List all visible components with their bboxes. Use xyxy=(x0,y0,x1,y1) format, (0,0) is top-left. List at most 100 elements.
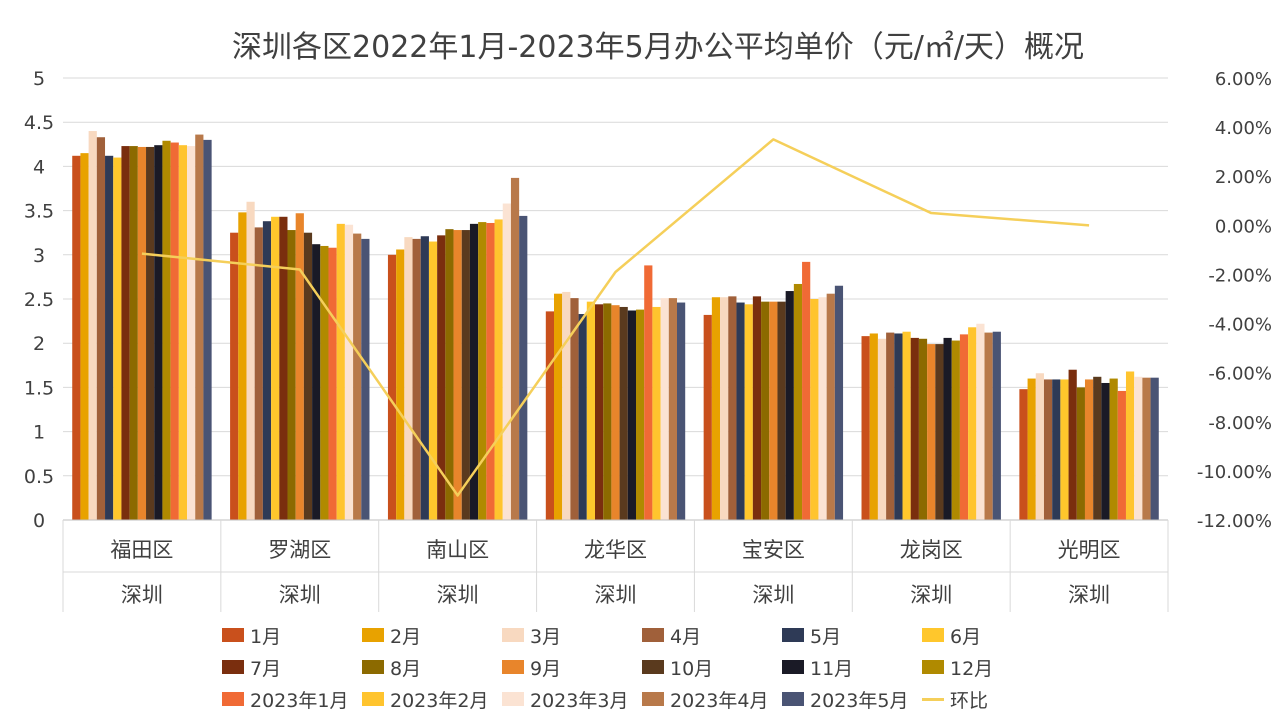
bar-12月-龙岗区 xyxy=(951,340,960,520)
bar-2023年1月-罗湖区 xyxy=(328,247,337,520)
bar-2023年3月-光明区 xyxy=(1134,376,1143,520)
bar-11月-龙岗区 xyxy=(943,337,952,520)
legend-swatch xyxy=(222,660,244,674)
bar-10月-龙岗区 xyxy=(935,344,944,520)
left-tick-label: 2 xyxy=(33,333,45,355)
bar-3月-罗湖区 xyxy=(246,201,255,520)
legend-swatch xyxy=(362,660,384,674)
x-group-label: 深圳 xyxy=(1068,583,1110,607)
bar-2023年5月-罗湖区 xyxy=(361,238,370,520)
legend-swatch xyxy=(362,692,384,706)
left-axis-labels: 0 0.5 1 1.5 2 2.5 3 3.5 4 4.5 5 xyxy=(24,68,54,532)
bar-9月-龙岗区 xyxy=(927,344,936,520)
bar-1月-罗湖区 xyxy=(230,232,239,520)
left-tick-label: 4 xyxy=(33,156,45,178)
bar-9月-宝安区 xyxy=(769,301,778,520)
bar-2023年3月-罗湖区 xyxy=(344,224,354,520)
bar-2023年3月-龙岗区 xyxy=(976,323,985,520)
left-tick-label: 0 xyxy=(33,510,45,532)
legend-swatch xyxy=(922,660,944,674)
legend-label: 4月 xyxy=(670,625,702,648)
bar-7月-福田区 xyxy=(121,146,130,520)
bar-series-group xyxy=(72,131,1159,521)
bar-2023年2月-宝安区 xyxy=(810,299,819,520)
bar-2023年4月-福田区 xyxy=(195,134,204,521)
legend-label: 2023年4月 xyxy=(670,689,769,712)
bar-7月-龙华区 xyxy=(595,304,604,520)
bar-6月-龙岗区 xyxy=(902,331,911,520)
bar-4月-光明区 xyxy=(1043,379,1053,520)
legend-item: 12月 xyxy=(922,652,993,682)
bar-2月-南山区 xyxy=(396,249,405,520)
bar-11月-宝安区 xyxy=(785,291,794,520)
bar-2023年1月-福田区 xyxy=(170,142,179,521)
bar-2月-宝安区 xyxy=(711,297,721,520)
bar-5月-龙华区 xyxy=(578,314,587,520)
bar-7月-龙岗区 xyxy=(910,337,919,520)
x-category-label: 宝安区 xyxy=(742,538,805,562)
legend-item: 2023年1月 xyxy=(222,684,348,714)
bar-5月-龙岗区 xyxy=(894,333,903,520)
bar-3月-龙华区 xyxy=(562,291,571,520)
x-category-label: 龙华区 xyxy=(584,538,647,562)
bar-3月-光明区 xyxy=(1035,373,1044,520)
legend-swatch xyxy=(782,660,804,674)
legend-item: 9月 xyxy=(502,652,561,682)
bar-3月-南山区 xyxy=(404,237,413,520)
bar-2023年2月-龙岗区 xyxy=(968,327,977,520)
bar-7月-宝安区 xyxy=(752,296,762,520)
bar-8月-南山区 xyxy=(445,229,454,520)
bar-12月-罗湖区 xyxy=(320,245,329,520)
bar-8月-福田区 xyxy=(129,146,138,520)
bar-5月-罗湖区 xyxy=(262,221,272,520)
bar-11月-龙华区 xyxy=(627,310,636,520)
bar-4月-福田区 xyxy=(96,137,106,520)
bar-2023年4月-宝安区 xyxy=(826,293,835,520)
bar-6月-福田区 xyxy=(113,157,122,520)
right-axis-labels: -12.00% -10.00% -8.00% -6.00% -4.00% -2.00% 0.… xyxy=(1197,69,1272,532)
legend-item: 3月 xyxy=(502,620,561,650)
bar-8月-宝安区 xyxy=(761,301,770,520)
bar-5月-光明区 xyxy=(1052,379,1061,520)
legend-item: 8月 xyxy=(362,652,421,682)
bar-6月-龙华区 xyxy=(586,301,595,520)
bar-11月-罗湖区 xyxy=(312,244,321,520)
bar-2023年5月-龙华区 xyxy=(677,302,686,520)
bar-4月-罗湖区 xyxy=(254,227,263,520)
legend-swatch xyxy=(362,628,384,642)
bar-2023年1月-南山区 xyxy=(486,222,495,520)
legend-swatch xyxy=(222,692,244,706)
bar-2023年3月-南山区 xyxy=(502,203,511,520)
bar-2023年2月-福田区 xyxy=(178,145,188,520)
bar-1月-宝安区 xyxy=(703,314,712,520)
legend-item: 2023年4月 xyxy=(642,684,768,714)
legend-swatch xyxy=(782,692,804,706)
bar-10月-宝安区 xyxy=(777,301,786,520)
left-tick-label: 3.5 xyxy=(24,201,54,223)
x-group-label: 深圳 xyxy=(910,583,952,607)
legend-label: 5月 xyxy=(810,625,842,648)
bar-10月-福田区 xyxy=(146,146,155,520)
x-group-label: 深圳 xyxy=(752,583,794,607)
legend-item: 2023年3月 xyxy=(502,684,628,714)
legend-item: 2月 xyxy=(362,620,421,650)
legend-item: 7月 xyxy=(222,652,281,682)
bar-2023年3月-宝安区 xyxy=(818,297,827,520)
legend-item: 6月 xyxy=(922,620,981,650)
right-tick-label: 4.00% xyxy=(1215,118,1272,139)
chart-title: 深圳各区2022年1月-2023年5月办公平均单价（元/㎡/天）概况 xyxy=(232,30,1084,65)
left-tick-label: 2.5 xyxy=(24,289,54,311)
bar-2023年2月-南山区 xyxy=(494,219,503,520)
bar-11月-光明区 xyxy=(1101,382,1110,520)
legend-label: 环比 xyxy=(950,689,989,712)
bar-11月-福田区 xyxy=(154,145,163,520)
x-group-label: 深圳 xyxy=(595,583,637,607)
legend-label: 1月 xyxy=(250,625,282,648)
bar-4月-宝安区 xyxy=(728,296,737,520)
bar-7月-光明区 xyxy=(1068,369,1077,520)
legend-item: 5月 xyxy=(782,620,841,650)
left-tick-label: 5 xyxy=(33,68,45,90)
bar-2023年3月-福田区 xyxy=(187,146,196,520)
bar-2023年4月-龙华区 xyxy=(668,298,677,520)
